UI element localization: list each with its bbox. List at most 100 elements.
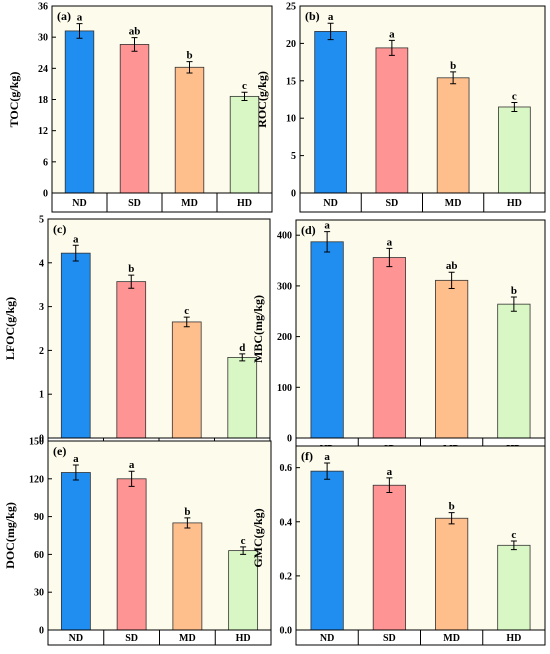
error-bar-sd [386,247,393,268]
bar-md [172,522,203,631]
error-bar-nd [327,22,334,41]
significance-label-sd: ab [129,26,141,38]
significance-label-nd: a [73,233,79,245]
error-bar-md [183,316,190,328]
significance-label-md: b [449,501,455,513]
error-bar-nd [324,231,331,253]
bar-nd [64,30,95,194]
significance-label-sd: a [129,459,135,471]
chart-panel-1: a ab b c 0 6 12 18 24 30 36 ND SD MD HD (a) TOC(g/kg) [7,2,273,213]
bar-nd [60,252,91,439]
y-tick-label: 0 [39,626,44,637]
error-bar-hd [510,296,517,312]
error-bar-sd [128,274,135,289]
y-tick-label: 30 [38,33,48,44]
significance-label-hd: d [239,342,245,354]
y-axis-label: TOC(g/kg) [7,72,21,128]
significance-label-md: c [184,305,189,317]
y-tick-label: 0.2 [280,571,293,582]
bar-hd [227,357,258,439]
significance-label-nd: a [324,220,330,232]
significance-label-sd: a [387,466,393,478]
significance-label-nd: a [328,11,334,23]
bar-hd [228,550,259,631]
panel-label: (a) [57,9,71,23]
y-tick-label: 36 [38,2,48,13]
panel-label: (d) [301,223,316,237]
y-tick-label: 0.4 [280,517,293,528]
panel-label: (e) [53,444,66,458]
x-tick-label-md: MD [181,198,198,209]
significance-label-hd: c [511,529,516,541]
panel-label: (b) [305,9,320,23]
y-tick-label: 30 [34,588,44,599]
x-tick-label-md: MD [445,198,462,209]
y-tick-label: 60 [34,550,44,561]
y-tick-label: 20 [286,39,296,50]
bar-nd [314,31,347,194]
bar-sd [119,44,150,194]
chart-panel-2: a a b c 0 5 10 15 20 25 ND SD MD HD (b) ROC(g/kg) [255,2,546,213]
x-tick-label-sd: SD [383,633,396,644]
bar-sd [116,281,147,439]
x-tick-label-hd: HD [237,198,252,209]
y-tick-label: 120 [29,474,44,485]
error-bar-sd [131,37,138,52]
x-tick-label-nd: ND [323,198,337,209]
significance-label-hd: c [241,535,246,547]
x-tick-label-hd: HD [506,633,521,644]
y-tick-label: 0.6 [280,463,293,474]
significance-label-md: b [450,60,456,72]
error-bar-sd [386,477,393,494]
y-axis-label: GMC(g/kg) [251,508,265,567]
y-tick-label: 4 [39,258,44,269]
significance-label-nd: a [324,451,330,463]
error-bar-nd [72,244,79,262]
error-bar-hd [510,540,517,551]
panel-label: (f) [301,449,313,463]
y-tick-label: 150 [29,437,44,448]
bar-sd [372,484,406,631]
significance-label-md: b [184,506,190,518]
y-tick-label: 5 [39,215,44,226]
y-tick-label: 18 [38,95,48,106]
error-bar-hd [511,101,518,112]
significance-label-nd: a [77,12,83,24]
bar-md [174,66,205,194]
bar-nd [60,472,91,631]
significance-label-nd: a [73,453,79,465]
bar-md [436,77,470,194]
bar-sd [375,47,409,194]
error-bar-nd [76,23,83,39]
y-axis-label: MBC(mg/kg) [251,295,265,363]
bar-nd [310,241,344,439]
bar-md [171,321,202,439]
error-bar-hd [239,353,246,362]
chart-panel-3: abcd012345NDSDMDHD(c)LFOC(g/kg) [3,215,271,460]
error-bar-sd [128,470,135,487]
chart-panel-6: a a b c 0.0 0.2 0.4 0.6 ND SD MD HD (f) GMC(g/kg) [251,445,546,646]
significance-label-hd: c [242,80,247,92]
y-tick-label: 0 [39,434,44,445]
y-tick-label: 25 [286,2,296,13]
y-axis-label: LFOC(g/kg) [3,297,17,360]
y-axis-label: DOC(mg/kg) [3,502,17,569]
bar-md [435,517,469,631]
error-bar-md [448,271,455,289]
significance-label-md: b [186,50,192,62]
error-bar-nd [72,464,79,481]
bar-hd [497,544,531,631]
chart-panel-4: aaabb0100200300400NDSDMDHD(d)MBC(mg/kg) [251,219,546,460]
y-tick-label: 0 [287,434,292,445]
y-axis-label: ROC(g/kg) [255,71,269,128]
bar-sd [372,257,406,439]
bar-nd [310,470,344,631]
x-tick-label-hd: HD [507,198,522,209]
significance-label-hd: b [511,285,517,297]
y-tick-label: 24 [38,64,48,75]
y-tick-label: 5 [291,151,296,162]
y-tick-label: 0.0 [280,626,293,637]
x-tick-label-md: MD [443,633,460,644]
x-tick-label-sd: SD [385,198,398,209]
